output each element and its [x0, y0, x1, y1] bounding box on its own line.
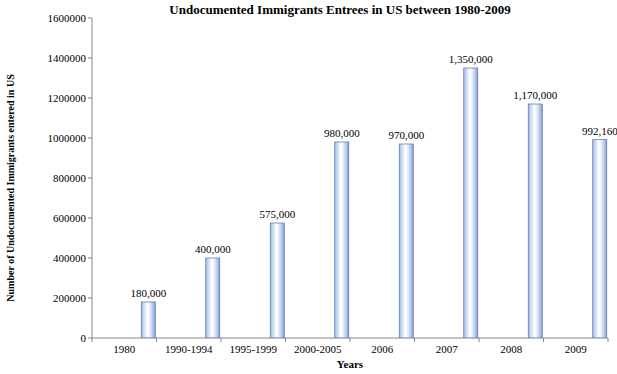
x-tick-separator: [414, 338, 415, 342]
data-label: 980,000: [324, 127, 360, 139]
data-label: 575,000: [259, 208, 295, 220]
x-tick-separator: [479, 338, 480, 342]
chart-title: Undocumented Immigrants Entrees in US be…: [169, 2, 511, 17]
y-tick-label: 1400000: [48, 52, 87, 64]
bar: [593, 140, 607, 338]
x-tick-label: 1980: [113, 343, 136, 355]
chart-svg: Undocumented Immigrants Entrees in US be…: [0, 0, 617, 374]
x-tick-label: 2000-2005: [294, 343, 342, 355]
y-tick-label: 200000: [53, 292, 87, 304]
x-tick-separator: [92, 338, 93, 342]
bar: [335, 142, 349, 338]
x-tick-separator: [350, 338, 351, 342]
y-tick: [88, 18, 92, 19]
y-tick-label: 0: [81, 332, 87, 344]
x-tick-separator: [285, 338, 286, 342]
y-tick-label: 400000: [53, 252, 87, 264]
y-tick: [88, 258, 92, 259]
x-tick-separator: [543, 338, 544, 342]
data-label: 180,000: [130, 287, 166, 299]
y-tick-label: 1600000: [48, 12, 87, 24]
y-tick-label: 600000: [53, 212, 87, 224]
y-tick-label: 1000000: [48, 132, 87, 144]
y-tick: [88, 218, 92, 219]
x-tick-label: 2006: [371, 343, 394, 355]
bar: [141, 302, 155, 338]
bar: [399, 144, 413, 338]
bar: [528, 104, 542, 338]
bars-group: [141, 68, 607, 338]
x-tick-separator: [221, 338, 222, 342]
x-tick-label: 2007: [436, 343, 459, 355]
y-tick-label: 800000: [53, 172, 87, 184]
bar: [206, 258, 220, 338]
x-tick-label: 2009: [565, 343, 588, 355]
y-tick: [88, 58, 92, 59]
x-tick-separator: [608, 338, 609, 342]
y-tick: [88, 138, 92, 139]
data-label: 400,000: [195, 243, 231, 255]
y-tick-label: 1200000: [48, 92, 87, 104]
x-axis-title: Years: [337, 358, 364, 370]
y-tick: [88, 98, 92, 99]
x-tick-label: 2008: [500, 343, 523, 355]
data-label: 970,000: [388, 129, 424, 141]
x-tick-label: 1990-1994: [165, 343, 213, 355]
x-tick-label: 1995-1999: [229, 343, 277, 355]
data-label: 1,170,000: [513, 89, 558, 101]
y-tick: [88, 298, 92, 299]
data-label: 992,160: [582, 125, 617, 137]
x-tick-separator: [156, 338, 157, 342]
data-labels-group: 180,000 400,000 575,000 980,000 970,000 1,350…: [130, 53, 617, 299]
y-axis-title: Number of Undocumented Immigrants entere…: [5, 74, 16, 302]
data-label: 1,350,000: [449, 53, 494, 65]
chart-container: Undocumented Immigrants Entrees in US be…: [0, 0, 617, 374]
bar: [464, 68, 478, 338]
y-tick: [88, 178, 92, 179]
y-tick: [88, 338, 92, 339]
bar: [270, 223, 284, 338]
